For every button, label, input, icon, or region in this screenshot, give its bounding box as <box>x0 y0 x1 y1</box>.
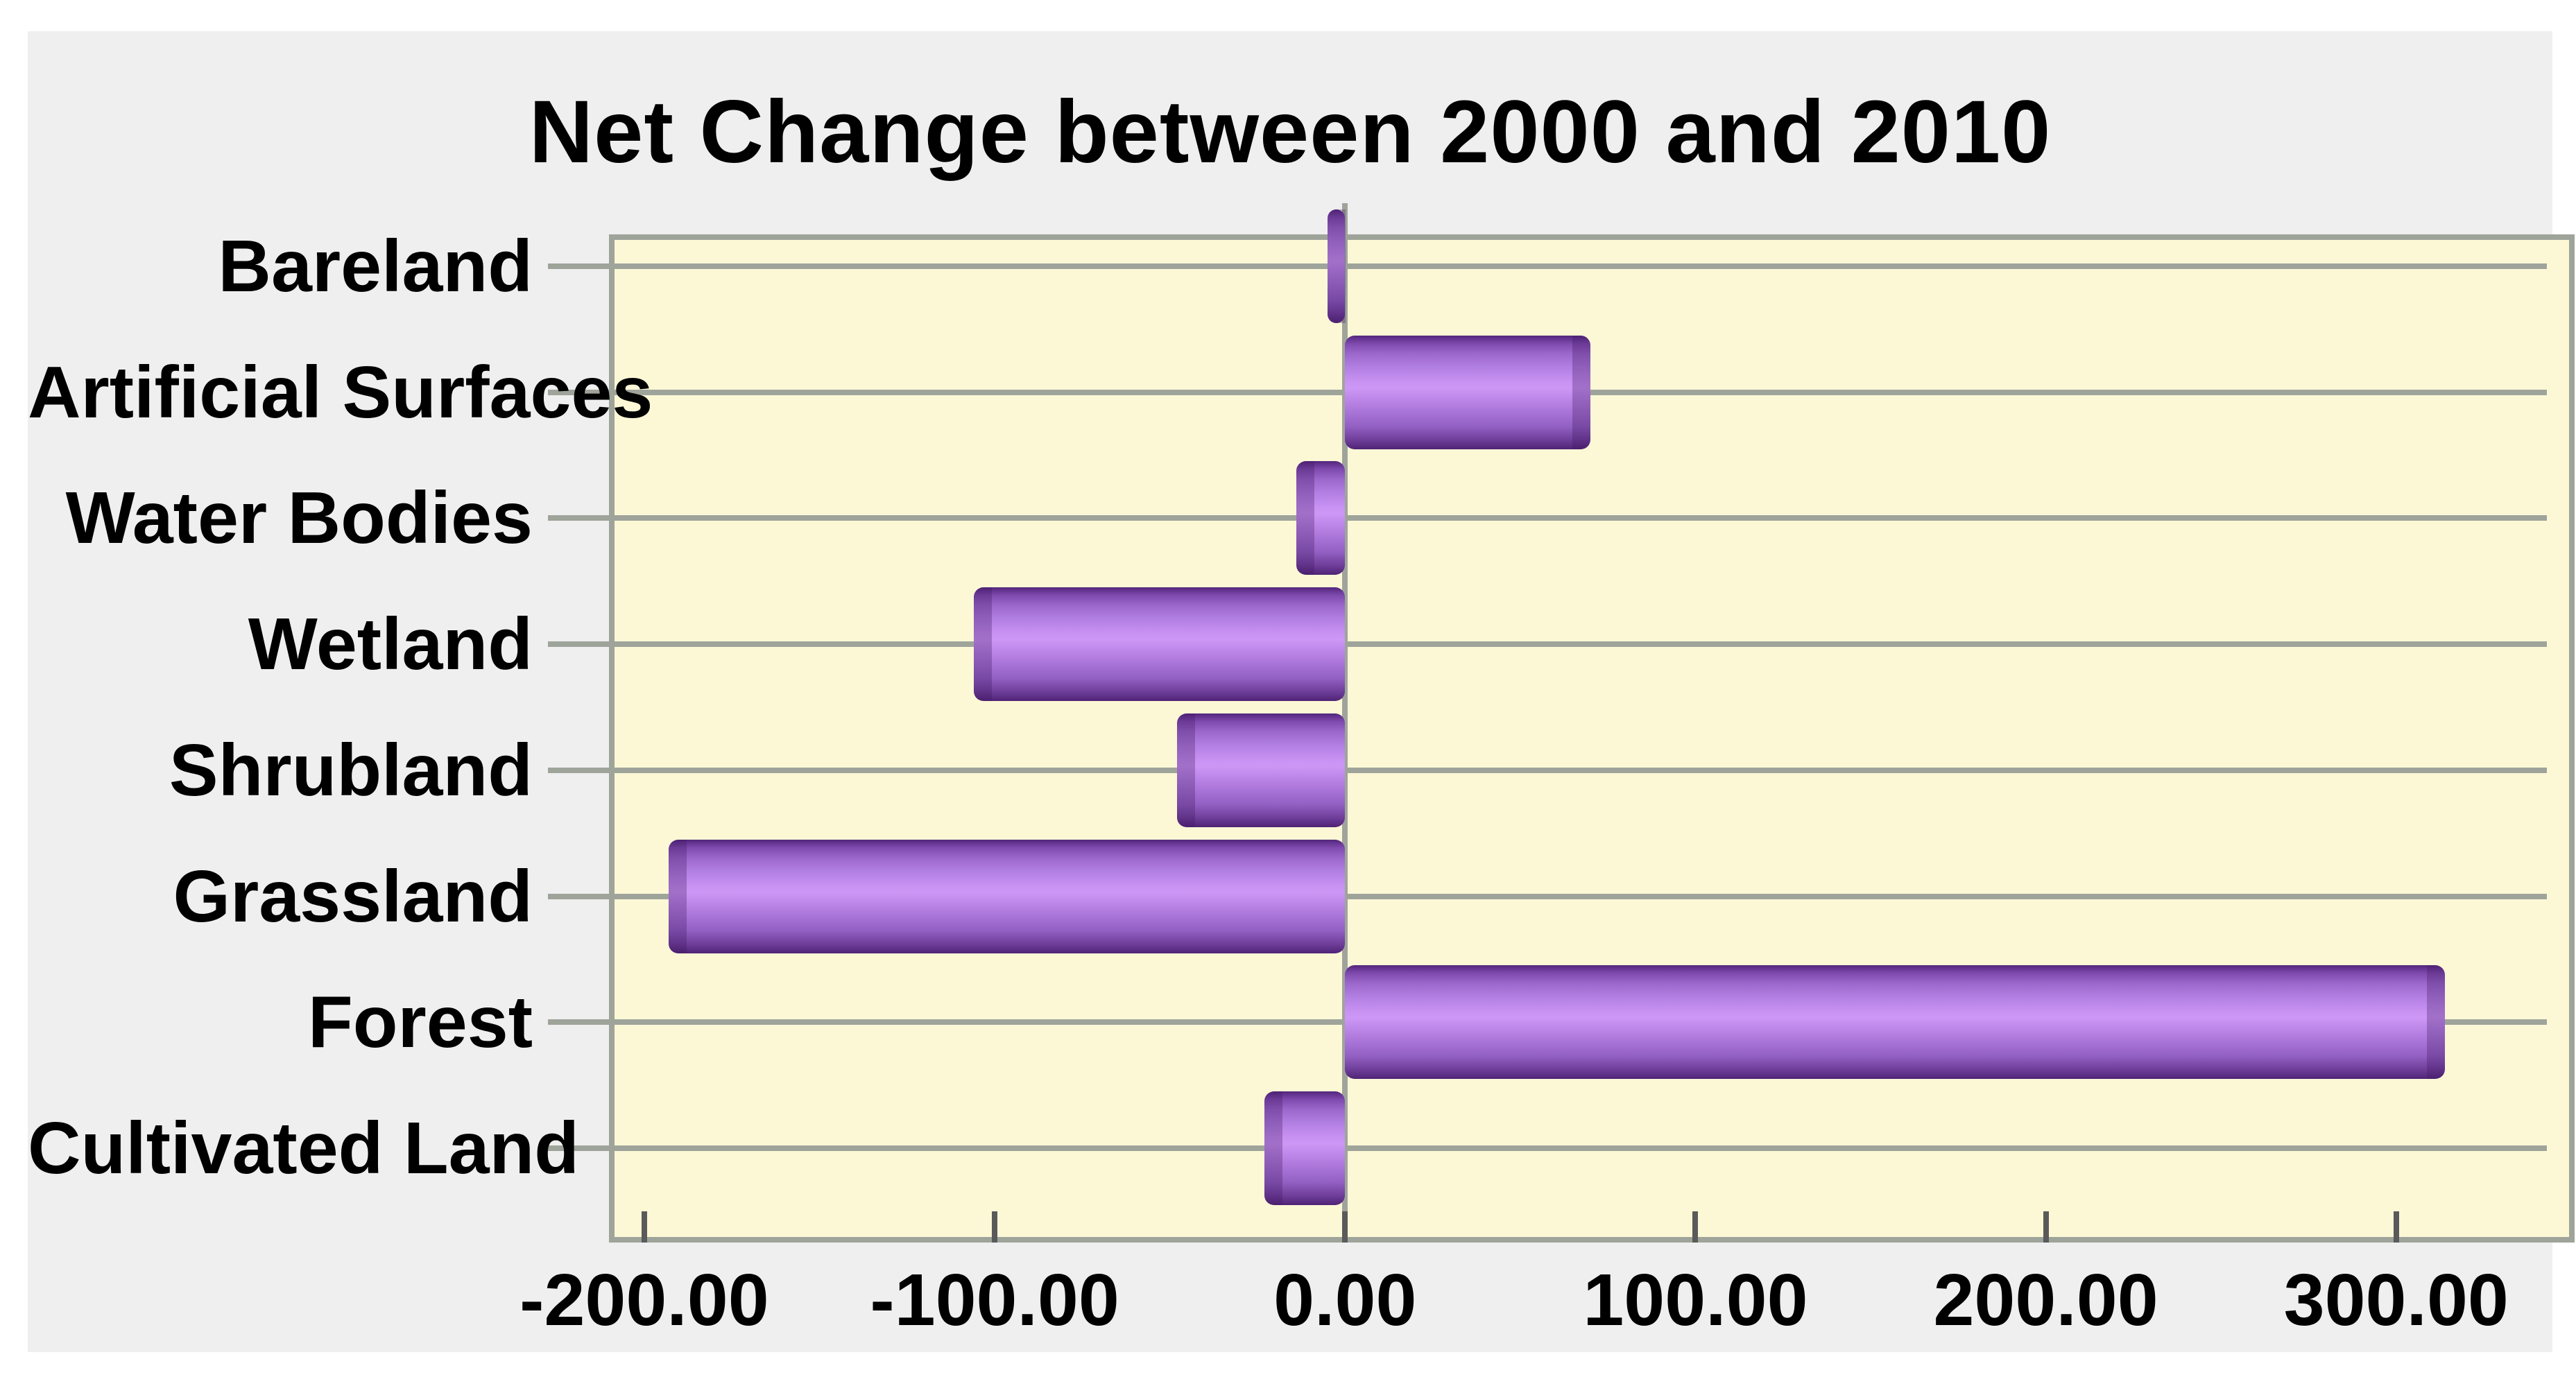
x-axis-tick <box>641 1211 647 1243</box>
category-gridline <box>548 1145 2547 1152</box>
category-gridline <box>548 767 2547 773</box>
x-tick-label: 0.00 <box>1273 1259 1417 1341</box>
bar-cultivated-land <box>1264 1091 1346 1206</box>
category-label: Wetland <box>248 603 533 686</box>
x-tick-label: -200.00 <box>520 1259 769 1341</box>
category-label: Shrubland <box>169 729 533 811</box>
x-axis-tick <box>992 1211 998 1243</box>
x-tick-label: 200.00 <box>1933 1259 2158 1341</box>
bar-grassland <box>669 839 1346 953</box>
x-tick-label: 100.00 <box>1583 1259 1808 1341</box>
chart-title: Net Change between 2000 and 2010 <box>529 83 2052 182</box>
category-label: Artificial Surfaces <box>28 351 653 433</box>
category-gridline <box>548 893 2547 899</box>
category-gridline <box>548 641 2547 648</box>
category-label: Forest <box>308 981 533 1064</box>
bar-water-bodies <box>1296 461 1346 576</box>
chart-panel: Net Change between 2000 and 2010 Barelan… <box>28 31 2575 1352</box>
category-gridline <box>548 263 2547 269</box>
category-label: Water Bodies <box>65 477 533 560</box>
x-tick-label: 300.00 <box>2283 1259 2509 1341</box>
bar-forest <box>1345 965 2446 1080</box>
category-label: Cultivated Land <box>28 1107 580 1190</box>
zero-axis-line <box>1342 203 1348 1211</box>
x-axis-tick <box>2393 1211 2399 1243</box>
category-label: Bareland <box>218 225 533 307</box>
bar-wetland <box>973 587 1346 702</box>
plot-area <box>609 234 2575 1243</box>
bar-bareland <box>1328 209 1346 323</box>
x-axis-tick <box>1342 1211 1348 1243</box>
x-axis-tick <box>2043 1211 2049 1243</box>
category-gridline <box>548 515 2547 521</box>
x-tick-label: -100.00 <box>870 1259 1119 1341</box>
category-label: Grassland <box>173 855 533 937</box>
x-axis-tick <box>1692 1211 1699 1243</box>
bar-shrubland <box>1176 713 1346 827</box>
bar-artificial-surfaces <box>1345 335 1590 449</box>
